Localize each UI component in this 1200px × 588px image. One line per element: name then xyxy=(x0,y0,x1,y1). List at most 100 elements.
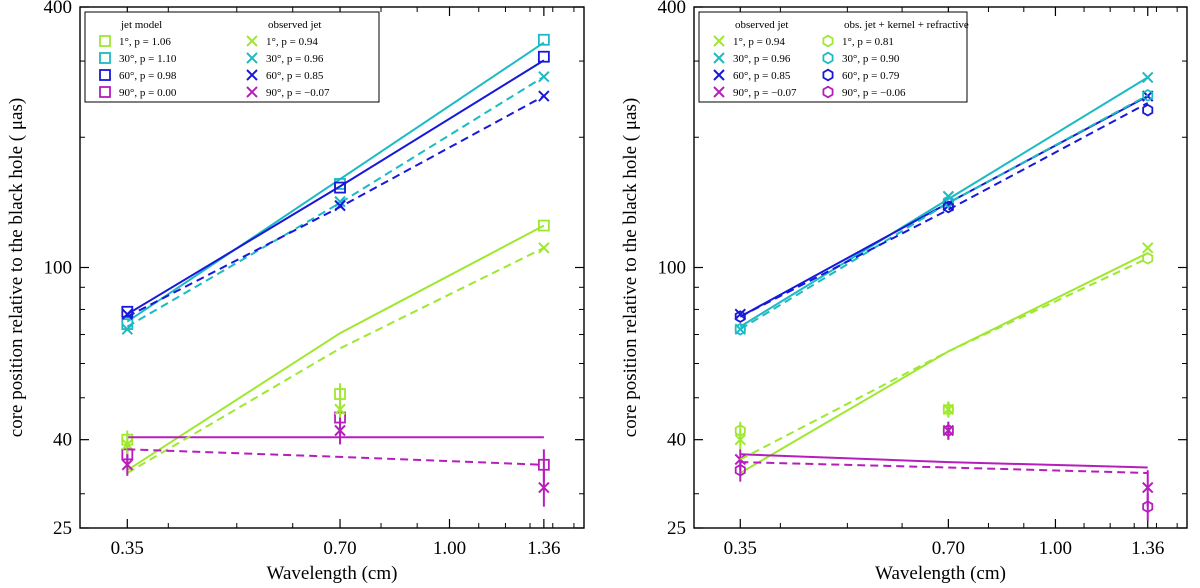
fit-line xyxy=(126,59,545,316)
data-point xyxy=(334,403,346,416)
x-tick-label: 1.00 xyxy=(1039,538,1072,559)
data-point xyxy=(942,200,954,214)
series-left-4 xyxy=(121,242,550,474)
chart-panel-right: 0.35 0.70 1.00 1.36 25 40 100 400 Wavelength (cm… xyxy=(620,0,1188,584)
data-point xyxy=(734,322,746,336)
data-point xyxy=(942,195,954,208)
y-tick-label: 100 xyxy=(658,258,687,279)
fit-line xyxy=(739,76,1149,328)
legend-label: 30°, p = 0.90 xyxy=(842,53,900,65)
data-point xyxy=(942,424,954,437)
data-point xyxy=(942,403,954,416)
x-axis-title: Wavelength (cm) xyxy=(875,563,1006,584)
y-axis-title: core position relative to the black hole… xyxy=(620,98,641,437)
x-tick-label: 0.70 xyxy=(323,538,356,559)
legend-label: 60°, p = 0.98 xyxy=(119,70,177,82)
y-tick-label: 100 xyxy=(44,258,73,279)
legend-marker xyxy=(246,69,258,81)
data-point xyxy=(734,424,746,437)
fit-line xyxy=(740,453,1148,469)
legend-marker xyxy=(822,85,834,99)
legend-marker xyxy=(822,68,834,82)
legend-marker xyxy=(246,86,258,98)
data-point xyxy=(537,33,550,46)
legend-marker xyxy=(822,51,834,65)
y-tick-label: 40 xyxy=(667,430,686,451)
legend-label: 30°, p = 0.96 xyxy=(733,53,791,65)
legend-label: 60°, p = 0.85 xyxy=(733,70,791,82)
legend-marker xyxy=(713,86,725,98)
x-tick-label: 1.36 xyxy=(1131,538,1164,559)
legend-marker xyxy=(822,34,834,48)
fit-line xyxy=(126,75,545,328)
legend-label: 90°, p = −0.07 xyxy=(266,87,330,99)
legend-header: jet model xyxy=(120,19,162,31)
chart-panel-left: 0.35 0.70 1.00 1.36 25 40 100 400 Wavelength (cm… xyxy=(6,0,585,584)
y-tick-label: 25 xyxy=(667,518,686,539)
data-point xyxy=(734,308,746,320)
data-point xyxy=(334,199,346,212)
series-left-7 xyxy=(121,417,550,507)
y-tick-label: 40 xyxy=(53,430,72,451)
fit-line xyxy=(739,257,1149,461)
series-left-0 xyxy=(121,219,550,472)
data-point xyxy=(121,305,134,318)
x-tick-label: 0.70 xyxy=(932,538,965,559)
x-tick-label: 1.00 xyxy=(433,538,466,559)
fit-line xyxy=(126,224,545,472)
series-right-5 xyxy=(734,88,1154,336)
legend-label: 1°, p = 1.06 xyxy=(119,36,171,48)
data-point xyxy=(121,459,134,471)
y-tick-label: 400 xyxy=(658,0,687,18)
data-point xyxy=(734,310,746,323)
x-tick-label: 0.35 xyxy=(724,538,757,559)
series-right-0 xyxy=(734,242,1154,474)
fit-line xyxy=(127,448,544,466)
data-point xyxy=(537,219,550,232)
x-tick-label: 0.35 xyxy=(111,538,144,559)
legend-label: 60°, p = 0.85 xyxy=(266,70,324,82)
legend-marker xyxy=(246,35,258,47)
data-point xyxy=(537,50,550,63)
fit-line xyxy=(739,102,1149,318)
legend-label: 1°, p = 0.81 xyxy=(842,36,894,48)
legend-box xyxy=(698,11,968,103)
legend-header: observed jet xyxy=(268,19,321,31)
series-right-7 xyxy=(734,421,1154,521)
data-point xyxy=(1142,103,1154,117)
data-point xyxy=(1142,500,1154,514)
legend-marker xyxy=(99,69,111,81)
x-axis-title: Wavelength (cm) xyxy=(267,563,398,584)
data-point xyxy=(538,90,550,102)
legend-marker xyxy=(713,52,725,64)
data-point xyxy=(121,308,134,320)
legend-marker xyxy=(713,35,725,47)
fit-line xyxy=(740,461,1148,474)
data-point xyxy=(538,242,550,254)
legend-label: 60°, p = 0.79 xyxy=(842,70,900,82)
legend-label: 90°, p = −0.06 xyxy=(842,87,906,99)
legend-marker xyxy=(99,86,111,98)
legend-marker xyxy=(99,35,111,47)
data-point xyxy=(1142,242,1154,254)
series-right-6 xyxy=(734,102,1154,323)
data-point xyxy=(121,323,134,335)
data-point xyxy=(538,71,550,83)
series-left-5 xyxy=(121,71,550,335)
legend-label: 1°, p = 0.94 xyxy=(733,36,785,48)
data-point xyxy=(537,458,550,471)
legend-label: 30°, p = 0.96 xyxy=(266,53,324,65)
legend-label: 1°, p = 0.94 xyxy=(266,36,318,48)
data-point xyxy=(538,481,550,494)
data-point xyxy=(1142,88,1154,102)
legend-label: 90°, p = −0.07 xyxy=(733,87,797,99)
legend: observed jet obs. jet + kernel + refracti… xyxy=(698,11,969,103)
legend-marker xyxy=(246,52,258,64)
legend-header: obs. jet + kernel + refractive xyxy=(844,19,969,31)
fit-line xyxy=(126,247,545,474)
legend-marker xyxy=(99,52,111,64)
data-point xyxy=(734,463,746,477)
data-point xyxy=(1142,71,1154,84)
legend-marker xyxy=(713,69,725,81)
